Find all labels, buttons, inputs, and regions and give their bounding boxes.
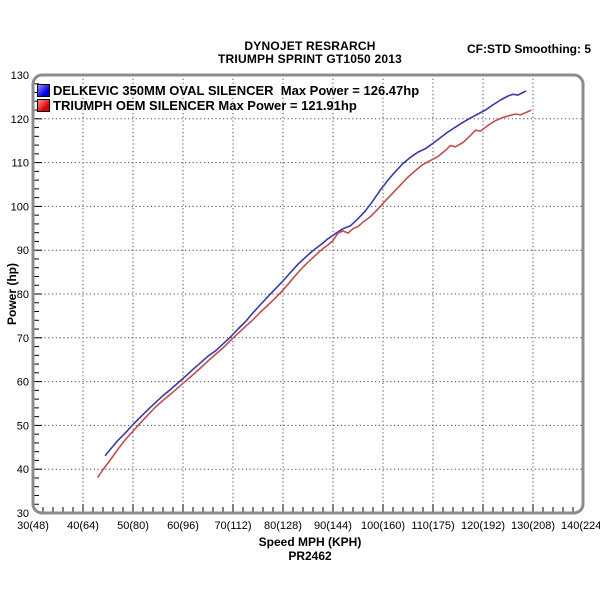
y-tick-label: 40 bbox=[17, 464, 29, 476]
x-tick-label: 130(208) bbox=[511, 520, 555, 532]
legend-item-delkevic: DELKEVIC 350MM OVAL SILENCER Max Power =… bbox=[37, 83, 419, 98]
legend: DELKEVIC 350MM OVAL SILENCER Max Power =… bbox=[37, 83, 419, 113]
x-tick-label: 40(64) bbox=[67, 520, 99, 532]
x-axis-title: Speed MPH (KPH) bbox=[258, 535, 362, 549]
x-tick-label: 140(224) bbox=[561, 520, 600, 532]
y-tick-label: 130 bbox=[11, 70, 29, 82]
y-tick-label: 30 bbox=[17, 508, 29, 520]
x-tick-label: 120(192) bbox=[461, 520, 505, 532]
y-tick-label: 110 bbox=[11, 158, 29, 170]
x-tick-label: 60(96) bbox=[167, 520, 199, 532]
y-tick-label: 50 bbox=[17, 420, 29, 432]
series-line-delkevic-350mm-oval-silencer bbox=[104, 90, 527, 457]
y-tick-label: 80 bbox=[17, 289, 29, 301]
legend-label-delkevic: DELKEVIC 350MM OVAL SILENCER Max Power =… bbox=[53, 83, 420, 98]
x-tick-label: 80(128) bbox=[264, 520, 302, 532]
legend-label-oem: TRIUMPH OEM SILENCER Max Power = 121.91h… bbox=[53, 98, 357, 113]
plot-frame bbox=[31, 73, 585, 515]
x-tick-label: 30(48) bbox=[17, 520, 49, 532]
x-tick-label: 50(80) bbox=[117, 520, 149, 532]
delkevic-swatch-icon bbox=[37, 84, 50, 97]
series-line-triumph-oem-silencer bbox=[97, 109, 532, 478]
y-tick-label: 60 bbox=[17, 377, 29, 389]
x-tick-label: 90(144) bbox=[314, 520, 352, 532]
chart-header: DYNOJET RESRARCH TRIUMPH SPRINT GT1050 2… bbox=[20, 40, 600, 66]
legend-item-oem: TRIUMPH OEM SILENCER Max Power = 121.91h… bbox=[37, 98, 419, 113]
y-axis-title: Power (hp) bbox=[5, 263, 19, 325]
x-tick-label: 100(160) bbox=[361, 520, 405, 532]
y-tick-label: 100 bbox=[11, 201, 29, 213]
x-tick-label: 110(175) bbox=[411, 520, 454, 532]
oem-swatch-icon bbox=[37, 99, 50, 112]
y-tick-label: 70 bbox=[17, 333, 29, 345]
y-tick-label: 90 bbox=[17, 245, 29, 257]
smoothing-note: CF:STD Smoothing: 5 bbox=[467, 42, 591, 56]
page-subtitle: TRIUMPH SPRINT GT1050 2013 bbox=[218, 52, 402, 66]
x-tick-label: 70(112) bbox=[214, 520, 251, 532]
y-tick-label: 120 bbox=[11, 114, 29, 126]
run-code: PR2462 bbox=[288, 549, 332, 563]
page-title: DYNOJET RESRARCH bbox=[244, 39, 376, 53]
